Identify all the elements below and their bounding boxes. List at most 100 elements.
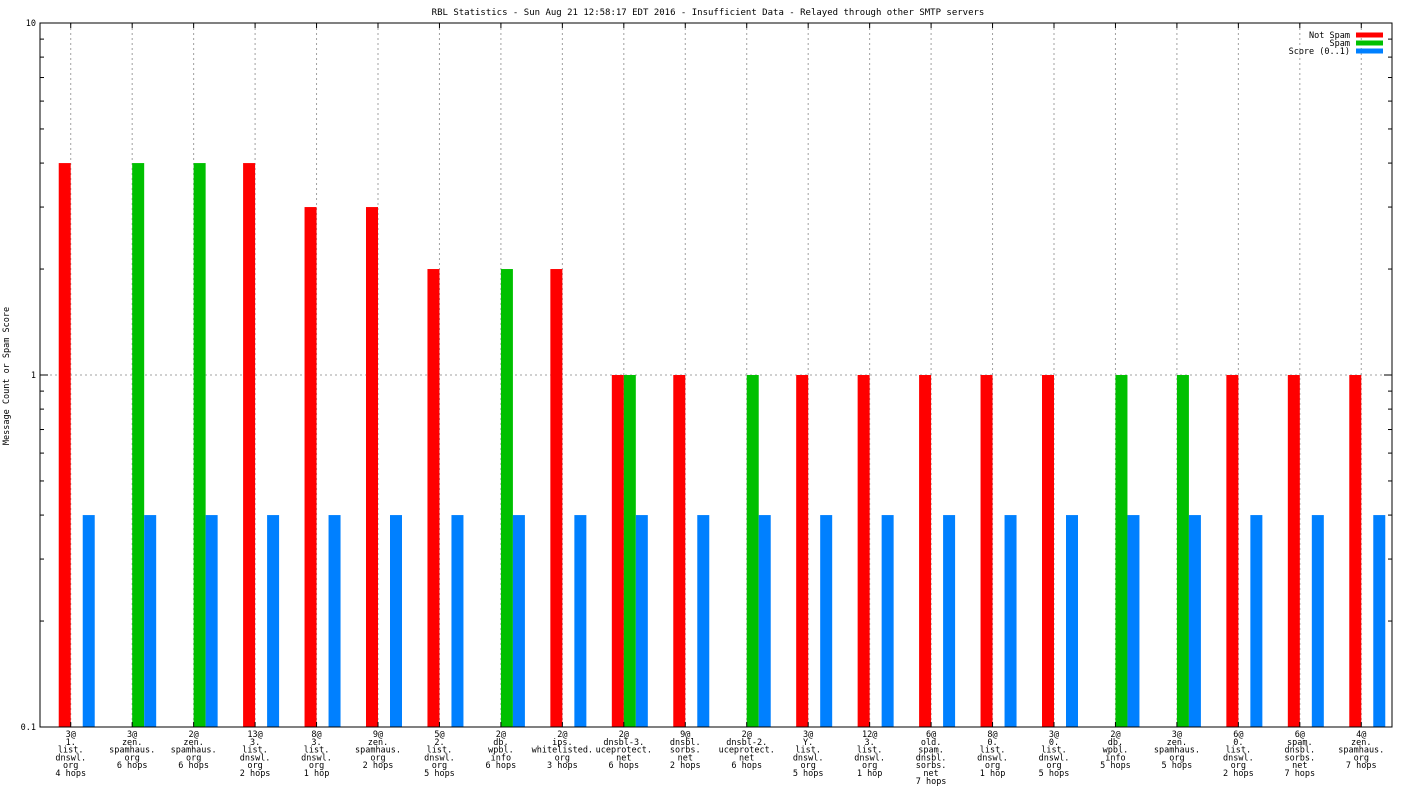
x-tick-label-line: list. [795, 746, 821, 756]
bar-score-0-1 [328, 515, 341, 727]
bar-score-0-1 [1250, 515, 1263, 727]
x-tick-label-line: 2@ [557, 730, 567, 740]
x-tick-label-line: 9@ [373, 730, 383, 740]
x-tick-label-line: 5 hops [1039, 769, 1070, 779]
x-tick-label-line: dnswl. [424, 753, 455, 763]
x-tick-label-line: org [801, 761, 816, 771]
x-tick-label-line: org [370, 753, 385, 763]
x-tick-label: 6@ spam. dnsbl. sorbs. net 7 hops [1284, 730, 1315, 779]
x-tick-label-line: org [1169, 753, 1184, 763]
x-tick-label: 8@ 0. list. dnswl. org 1 hop [977, 730, 1008, 779]
x-tick-label-line: 3. [250, 738, 260, 748]
legend-label: Not Spam [1309, 31, 1350, 41]
x-tick-label-line: org [247, 761, 262, 771]
x-tick-label-line: 6@ [926, 730, 936, 740]
x-tick-label-line: dnsbl. [670, 738, 701, 748]
x-tick-label-line: org [1046, 761, 1061, 771]
y-tick-label: 0.1 [21, 723, 36, 733]
x-tick-label: 2@ dnsbl-3. uceprotect. net 6 hops [596, 730, 652, 771]
x-tick-label-line: org [432, 761, 447, 771]
bar-not-spam [1287, 375, 1300, 727]
x-tick-label-line: sorbs. [670, 746, 701, 756]
x-tick-label-line: 3@ [1172, 730, 1182, 740]
x-tick-label: 8@ 3. list. dnswl. org 1 hop [301, 730, 332, 779]
x-tick-label: 3@ zen. spamhaus. org 6 hops [109, 730, 155, 771]
bar-score-0-1 [205, 515, 218, 727]
x-tick-label-line: 5 hops [793, 769, 824, 779]
x-tick-label-line: zen. [368, 738, 388, 748]
x-tick-label-line: wpbl. [488, 746, 514, 756]
x-tick-label-line: 2@ [619, 730, 629, 740]
x-tick-label-line: ips. [552, 738, 572, 748]
x-tick-label-line: 8@ [987, 730, 997, 740]
x-tick-label-line: 3@ [1049, 730, 1059, 740]
bar-spam [623, 375, 636, 727]
bar-score-0-1 [144, 515, 157, 727]
x-tick-label-line: 4 hops [55, 769, 86, 779]
x-tick-label-line: list. [58, 746, 84, 756]
bar-score-0-1 [82, 515, 95, 727]
x-tick-label-line: zen. [183, 738, 203, 748]
x-tick-label-line: org [63, 761, 78, 771]
chart-title: RBL Statistics - Sun Aug 21 12:58:17 EDT… [432, 8, 985, 18]
x-tick-label-line: dnswl. [240, 753, 271, 763]
x-tick-label-line: 1 hop [304, 769, 330, 779]
x-tick-label-line: 12@ [862, 730, 877, 740]
x-tick-label-line: 3. [311, 738, 321, 748]
x-tick-label-line: dnswl. [55, 753, 86, 763]
legend-label: Score (0..1) [1289, 47, 1350, 57]
bar-score-0-1 [697, 515, 710, 727]
x-tick-label-line: info [1105, 753, 1125, 763]
x-tick-label-line: uceprotect. [719, 746, 775, 756]
x-tick-label-line: zen. [1167, 738, 1187, 748]
bar-score-0-1 [1311, 515, 1324, 727]
bar-not-spam [857, 375, 870, 727]
x-tick-label-line: spam. [918, 746, 944, 756]
y-tick-label: 10 [26, 19, 36, 29]
x-tick-label-line: db. [493, 738, 508, 748]
x-tick-label-line: wpbl. [1103, 746, 1129, 756]
x-tick-label-line: sorbs. [916, 761, 947, 771]
x-tick-label: 5@ 2. list. dnswl. org 5 hops [424, 730, 455, 779]
x-tick-label-line: net [739, 753, 754, 763]
x-tick-label: 3@ 0. list. dnswl. org 5 hops [1039, 730, 1070, 779]
x-tick-label-line: spamhaus. [355, 746, 401, 756]
x-tick-label-line: spamhaus. [1338, 746, 1384, 756]
x-tick-label-line: 0. [1233, 738, 1243, 748]
x-tick-label-line: 2 hops [240, 769, 271, 779]
x-tick-label-line: 3@ [803, 730, 813, 740]
x-tick-label-line: 1 hop [980, 769, 1006, 779]
x-tick-label-line: 3@ [66, 730, 76, 740]
x-tick-label: 6@ old. spam. dnsbl. sorbs. net 7 hops [916, 730, 947, 787]
bar-score-0-1 [574, 515, 587, 727]
x-tick-label: 13@ 3. list. dnswl. org 2 hops [240, 730, 271, 779]
x-tick-label-line: 7 hops [1346, 761, 1377, 771]
x-tick-label-line: list. [242, 746, 268, 756]
bar-score-0-1 [1373, 515, 1386, 727]
bar-spam [1115, 375, 1128, 727]
x-tick-label: 2@ zen. spamhaus. org 6 hops [171, 730, 217, 771]
x-tick-label-line: net [678, 753, 693, 763]
bar-score-0-1 [1127, 515, 1140, 727]
bar-not-spam [1042, 375, 1054, 727]
x-tick-label-line: dnswl. [301, 753, 332, 763]
x-tick-label-line: 3@ [127, 730, 137, 740]
x-tick-label: 3@ zen. spamhaus. org 5 hops [1154, 730, 1200, 771]
bars [58, 163, 1386, 727]
x-tick-label-line: 6 hops [117, 761, 148, 771]
x-tick-label-line: dnswl. [1223, 753, 1254, 763]
x-tick-label-line: org [985, 761, 1000, 771]
bar-not-spam [243, 163, 256, 727]
legend-swatch [1356, 40, 1383, 46]
x-tick-label-line: 5@ [434, 730, 444, 740]
bar-score-0-1 [390, 515, 402, 727]
legend-swatch [1356, 48, 1383, 54]
legend-label: Spam [1330, 39, 1350, 49]
x-tick-label-line: dnswl. [793, 753, 824, 763]
bar-not-spam [796, 375, 809, 727]
bar-score-0-1 [943, 515, 956, 727]
x-tick-label-line: 2 hops [363, 761, 394, 771]
